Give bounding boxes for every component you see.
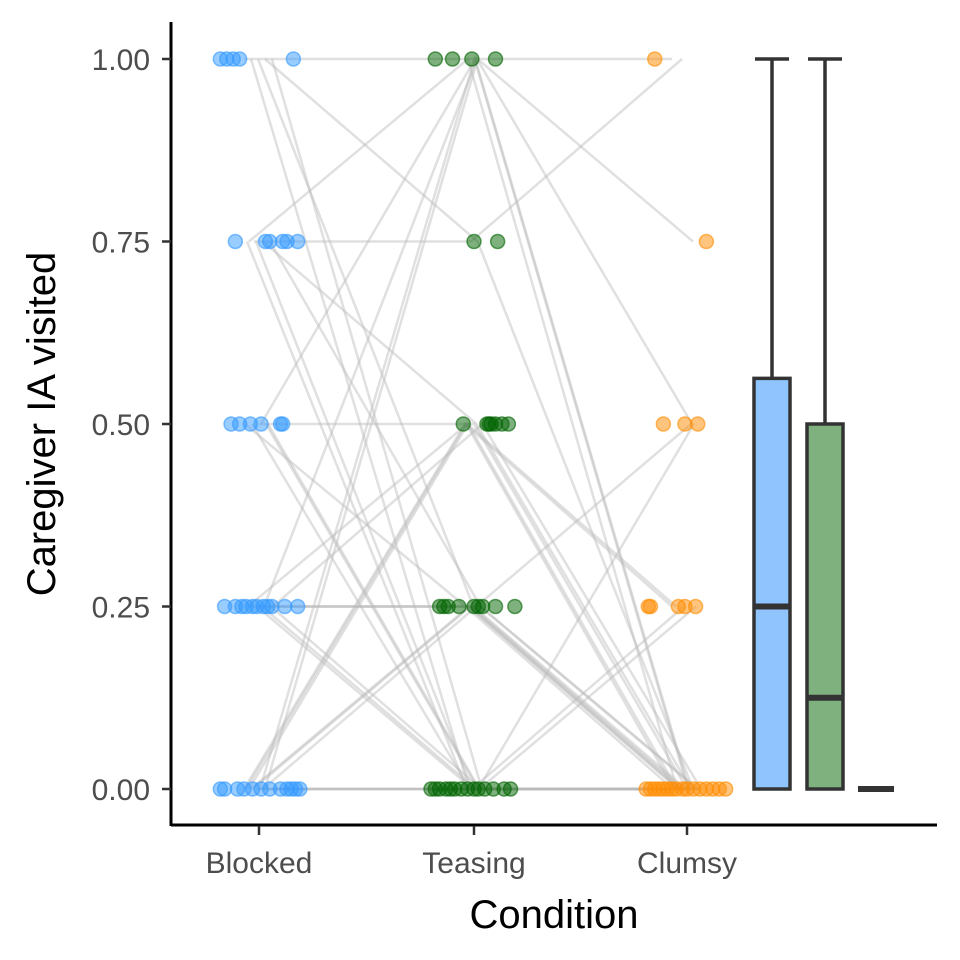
- y-tick-label: 0.00: [92, 774, 150, 807]
- data-point-teasing: [507, 598, 523, 615]
- data-point-clumsy: [698, 233, 715, 250]
- data-point-blocked: [292, 781, 308, 797]
- pair-line: [245, 241, 675, 791]
- boxplot-box-teasing: [805, 422, 845, 791]
- x-tick-label: Teasing: [422, 847, 525, 880]
- y-tick-label: 1.00: [92, 44, 150, 77]
- data-point-blocked: [253, 416, 269, 432]
- y-tick-label: 0.75: [92, 227, 150, 260]
- ticks: 0.00 0.25 0.50 0.75 1.00 Blocked Teasing Clumsy: [92, 44, 737, 880]
- y-tick-label: 0.50: [92, 409, 150, 442]
- data-point-blocked: [227, 233, 244, 250]
- pair-line: [250, 604, 680, 790]
- data-point-clumsy: [647, 51, 663, 67]
- boxplot-box-blocked: [752, 376, 792, 791]
- pair-line: [255, 605, 684, 790]
- points: [212, 51, 734, 797]
- data-point-blocked: [289, 598, 306, 615]
- x-axis-title: Condition: [469, 893, 638, 937]
- data-point-teasing: [474, 598, 491, 615]
- data-point-blocked: [216, 781, 233, 797]
- data-point-teasing: [427, 51, 444, 67]
- data-point-clumsy: [655, 416, 672, 432]
- x-tick-label: Blocked: [206, 847, 313, 880]
- data-point-teasing: [455, 416, 471, 432]
- pair-line: [259, 422, 689, 790]
- data-point-blocked: [274, 416, 291, 432]
- data-point-blocked: [264, 598, 280, 615]
- data-point-teasing: [489, 233, 506, 250]
- data-point-teasing: [487, 598, 504, 615]
- data-point-teasing: [487, 51, 504, 67]
- data-point-teasing: [502, 781, 519, 797]
- data-point-clumsy: [642, 598, 659, 615]
- data-point-blocked: [277, 598, 293, 615]
- data-point-teasing: [444, 51, 461, 67]
- data-point-teasing: [451, 598, 467, 615]
- data-point-teasing: [464, 51, 480, 67]
- data-point-blocked: [231, 51, 248, 67]
- pair-lines: [242, 54, 703, 792]
- pair-line: [262, 240, 693, 790]
- data-point-blocked: [262, 233, 278, 250]
- boxplots: [752, 57, 894, 792]
- data-point-clumsy: [717, 781, 734, 797]
- data-point-clumsy: [677, 416, 693, 432]
- x-tick-label: Clumsy: [637, 847, 737, 880]
- y-axis-title: Caregiver IA visited: [20, 252, 64, 597]
- pair-line: [262, 56, 694, 607]
- pair-line: [252, 604, 682, 790]
- data-point-teasing: [500, 416, 517, 432]
- data-point-clumsy: [687, 598, 704, 615]
- data-point-clumsy: [690, 416, 706, 432]
- data-point-teasing: [466, 233, 482, 250]
- data-point-blocked: [289, 233, 306, 250]
- y-tick-label: 0.25: [92, 592, 150, 625]
- data-point-blocked: [285, 51, 302, 67]
